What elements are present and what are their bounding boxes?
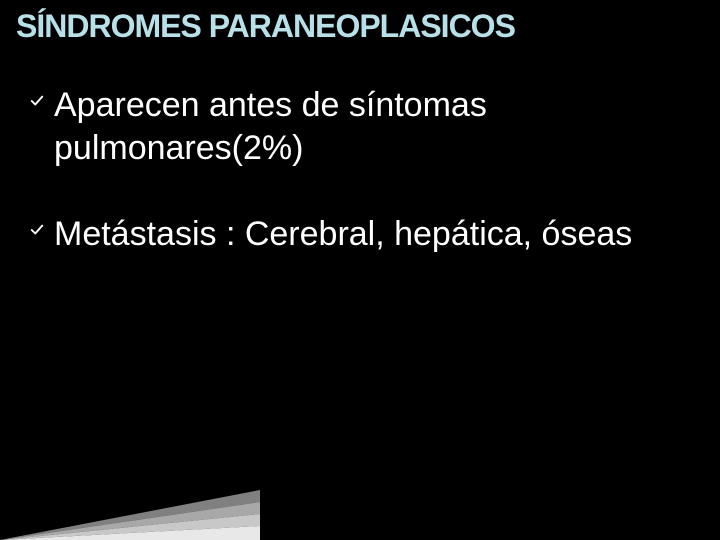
bullet-text: Metástasis : Cerebral, hepática, óseas xyxy=(54,213,632,256)
accent-stripe xyxy=(0,514,260,540)
slide-title: SÍNDROMES PARANEOPLASICOS xyxy=(16,8,515,45)
list-item: Metástasis : Cerebral, hepática, óseas xyxy=(30,213,660,256)
check-icon xyxy=(30,94,52,108)
accent-stripe xyxy=(0,526,260,540)
bullet-text: Aparecen antes de síntomas pulmonares(2%… xyxy=(54,84,660,169)
accent-stripe xyxy=(0,502,260,540)
bullet-list: Aparecen antes de síntomas pulmonares(2%… xyxy=(30,84,660,300)
accent-stripe xyxy=(0,490,260,540)
check-icon xyxy=(30,223,52,237)
corner-accent xyxy=(0,430,260,540)
list-item: Aparecen antes de síntomas pulmonares(2%… xyxy=(30,84,660,169)
